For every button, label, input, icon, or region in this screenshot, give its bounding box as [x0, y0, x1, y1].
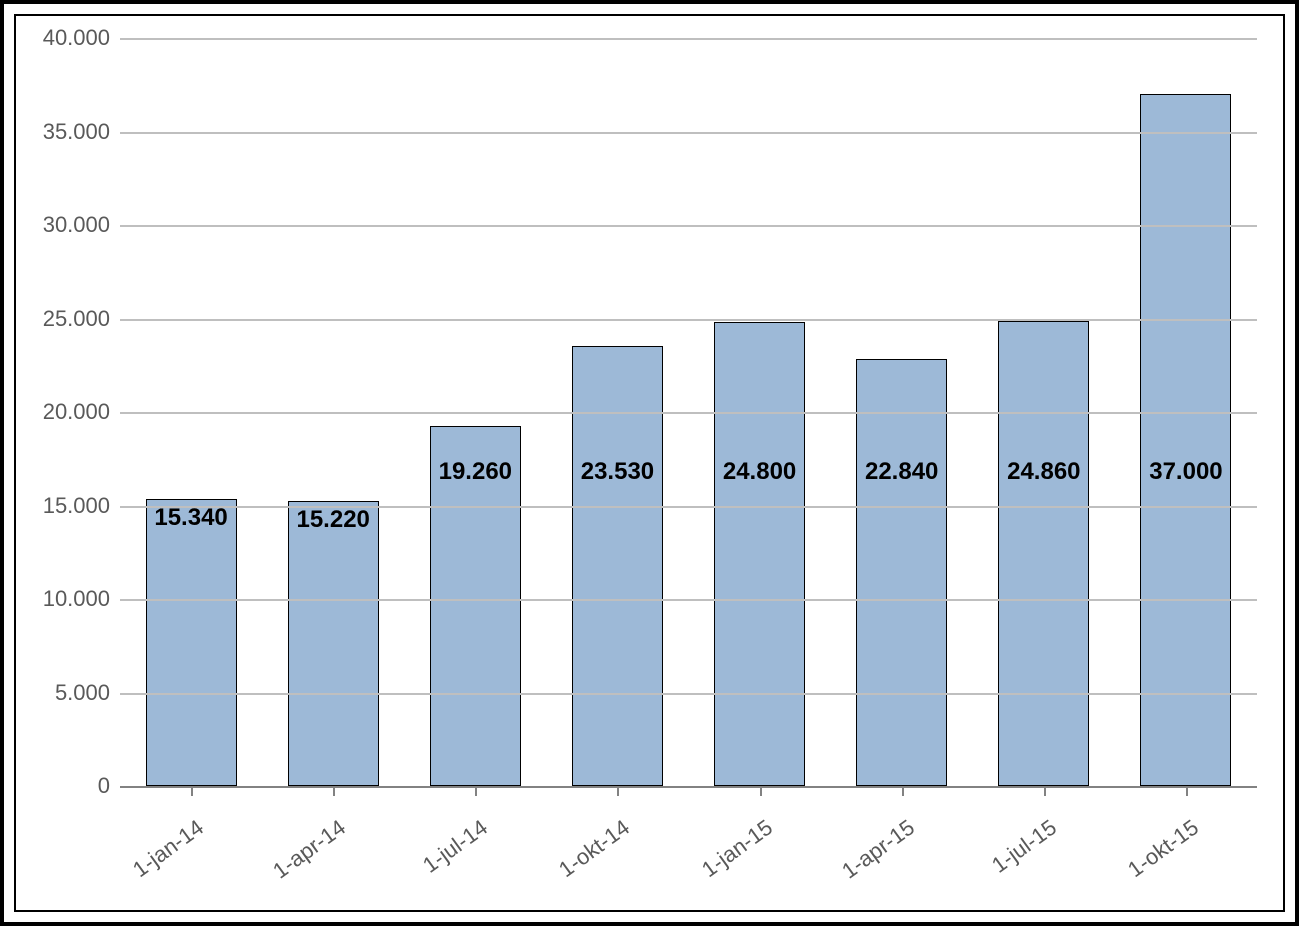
y-tick-label: 10.000: [30, 586, 110, 612]
gridline: [120, 506, 1257, 508]
bar: 15.340: [146, 499, 237, 786]
x-tick-label: 1-jan-15: [697, 814, 778, 882]
bar-value-label: 37.000: [1124, 458, 1249, 486]
bar: 22.840: [856, 359, 947, 786]
y-tick-label: 35.000: [30, 119, 110, 145]
bar: 24.800: [714, 322, 805, 786]
gridline: [120, 412, 1257, 414]
x-tick-mark: [1044, 786, 1046, 796]
bar-value-label: 23.530: [555, 458, 680, 486]
gridline: [120, 38, 1257, 40]
plot-area: 15.340 15.220 19.260 23.530 24.800 22.840 24.8…: [120, 38, 1257, 786]
x-tick-mark: [902, 786, 904, 796]
gridline: [120, 693, 1257, 695]
x-tick-mark: [617, 786, 619, 796]
bar: 19.260: [430, 426, 521, 786]
y-tick-label: 0: [30, 773, 110, 799]
gridline: [120, 786, 1257, 788]
bar-value-label: 22.840: [839, 458, 964, 486]
bar: 37.000: [1140, 94, 1231, 786]
gridline: [120, 225, 1257, 227]
y-tick-label: 30.000: [30, 212, 110, 238]
x-tick-mark: [760, 786, 762, 796]
x-tick-label: 1-apr-15: [837, 814, 920, 884]
gridline: [120, 132, 1257, 134]
bar-value-label: 19.260: [413, 458, 538, 486]
x-tick-label: 1-jul-15: [987, 814, 1062, 878]
x-axis-labels: 1-jan-14 1-apr-14 1-jul-14 1-okt-14 1-jan-15…: [120, 796, 1257, 896]
x-tick-label: 1-jul-14: [418, 814, 493, 878]
x-tick-mark: [475, 786, 477, 796]
y-tick-label: 5.000: [30, 680, 110, 706]
x-tick-mark: [191, 786, 193, 796]
x-tick-label: 1-okt-15: [1123, 814, 1204, 882]
gridline: [120, 599, 1257, 601]
y-tick-label: 15.000: [30, 493, 110, 519]
y-tick-label: 40.000: [30, 25, 110, 51]
bar-value-label: 24.800: [697, 458, 822, 486]
bar-value-label: 15.220: [271, 506, 396, 534]
bar-chart: 15.340 15.220 19.260 23.530 24.800 22.840 24.8…: [30, 30, 1269, 896]
x-tick-label: 1-jan-14: [128, 814, 209, 882]
bar-value-label: 24.860: [982, 458, 1107, 486]
y-tick-label: 20.000: [30, 399, 110, 425]
x-tick-label: 1-apr-14: [268, 814, 351, 884]
gridline: [120, 319, 1257, 321]
x-tick-mark: [1186, 786, 1188, 796]
bar-value-label: 15.340: [129, 504, 254, 532]
bar: 24.860: [998, 321, 1089, 786]
x-tick-label: 1-okt-14: [554, 814, 635, 882]
y-tick-label: 25.000: [30, 306, 110, 332]
bar: 15.220: [288, 501, 379, 786]
x-tick-mark: [333, 786, 335, 796]
